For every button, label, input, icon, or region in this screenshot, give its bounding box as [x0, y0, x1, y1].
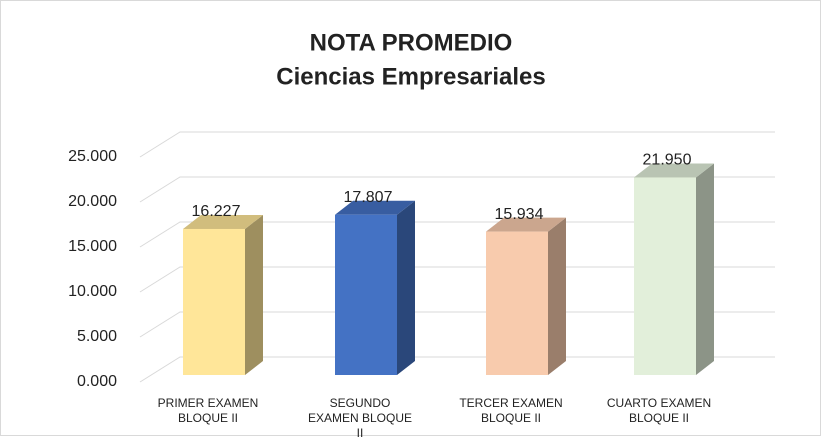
grid-line [139, 131, 775, 158]
x-tick-label: PRIMER EXAMEN BLOQUE II [157, 396, 259, 425]
bar-top [335, 200, 415, 215]
bar-top [634, 163, 714, 178]
grid-line [139, 176, 775, 203]
value-label: 15.934 [495, 206, 544, 223]
bar-side [696, 163, 714, 375]
grid-line [139, 356, 775, 383]
value-label: 17.807 [344, 189, 393, 206]
bar-side [397, 200, 415, 375]
value-label: 21.950 [643, 152, 692, 169]
bar [335, 214, 397, 375]
y-tick-label: 25.000 [68, 148, 117, 165]
grid-line [139, 221, 775, 248]
chart-title: NOTA PROMEDIO [310, 29, 513, 56]
bar-top [183, 214, 263, 229]
y-tick-label: 5.000 [77, 328, 117, 345]
bar [634, 177, 696, 375]
x-tick-label: SEGUNDO EXAMEN BLOQUE II [307, 396, 413, 437]
y-tick-label: 15.000 [68, 238, 117, 255]
y-tick-label: 20.000 [68, 193, 117, 210]
y-tick-label: 10.000 [68, 283, 117, 300]
bar [486, 231, 548, 375]
bar-top [486, 217, 566, 232]
x-tick-label: CUARTO EXAMEN BLOQUE II [606, 396, 712, 425]
value-label: 16.227 [192, 203, 241, 220]
y-tick-label: 0.000 [77, 373, 117, 390]
chart-subtitle: Ciencias Empresariales [276, 63, 546, 90]
grid-line [139, 311, 775, 338]
x-tick-label: TERCER EXAMEN BLOQUE II [459, 396, 563, 425]
bar-side [548, 217, 566, 375]
bar-side [245, 214, 263, 375]
bar [183, 228, 245, 375]
grid-line [139, 266, 775, 293]
